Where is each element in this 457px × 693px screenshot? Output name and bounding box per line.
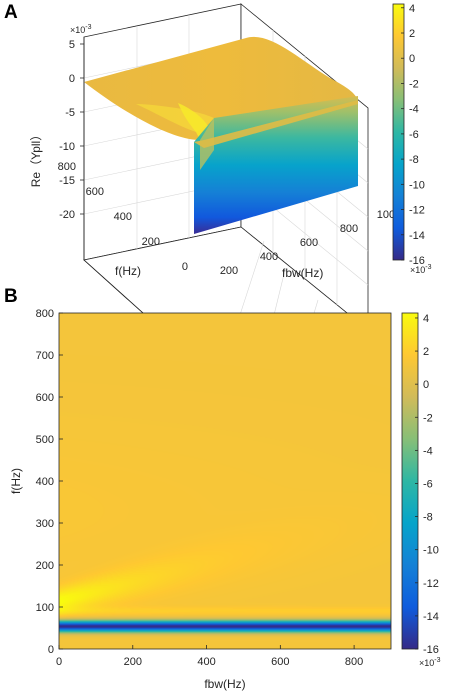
yaxis-label-b: f(Hz) xyxy=(9,468,23,494)
panel-b-letter: B xyxy=(4,286,18,307)
heatmap-ytick-label: 100 xyxy=(36,602,54,614)
zaxis-tick-label: 5 xyxy=(69,39,75,51)
colorbar-a: 4 2 0 -2 -4 -6 -8 -10 -12 -14 -16 ×10-3 xyxy=(392,3,432,275)
panel-a-letter: A xyxy=(4,2,18,23)
heatmap-ytick-label: 800 xyxy=(36,308,54,320)
colorbar-tick-label: -12 xyxy=(409,205,425,217)
colorbar-tick-label: 4 xyxy=(409,3,415,15)
colorbar-tick-label: -16 xyxy=(409,255,425,267)
surface-wall-rim xyxy=(194,100,358,148)
colorbar-a-exponent: ×10-3 xyxy=(410,264,432,275)
colorbar-tick-label: -6 xyxy=(409,129,419,141)
colorbar-b-exponent: ×10-3 xyxy=(419,657,441,668)
xaxis-tick-label: 400 xyxy=(260,251,278,263)
zaxis-tick-label: 0 xyxy=(69,73,75,85)
colorbar-a-bar xyxy=(392,3,405,261)
yaxis-tick-label: 400 xyxy=(114,211,132,223)
heatmap-ytick-label: 600 xyxy=(36,392,54,404)
heatmap-xtick-label: 800 xyxy=(345,656,363,668)
heatmap-xtick-label: 400 xyxy=(197,656,215,668)
colorbar-tick-label: -2 xyxy=(409,78,419,90)
colorbar-tick-label: 2 xyxy=(423,346,429,358)
zaxis-tick-label: -20 xyxy=(59,209,75,221)
surface xyxy=(84,36,358,234)
zaxis-ticks: 5 0 -5 -10 -15 -20 xyxy=(59,39,84,221)
xaxis-label-a: fbw(Hz) xyxy=(282,266,323,280)
zaxis-tick-label: -10 xyxy=(59,141,75,153)
colorbar-tick-label: 0 xyxy=(409,53,415,65)
colorbar-a-ticks: 4 2 0 -2 -4 -6 -8 -10 -12 -14 -16 xyxy=(401,3,425,267)
xaxis-tick-label: 800 xyxy=(340,223,358,235)
zaxis-exponent: ×10-3 xyxy=(70,24,92,35)
colorbar-tick-label: -2 xyxy=(423,412,433,424)
colorbar-b-ticks: 4 2 0 -2 -4 -6 -8 -10 -12 -14 -16 xyxy=(415,313,439,656)
heatmap-ytick-label: 0 xyxy=(48,644,54,656)
zaxis-label: Re（Ypll） xyxy=(29,129,43,187)
heatmap-image xyxy=(59,313,391,649)
heatmap-ytick-label: 300 xyxy=(36,518,54,530)
colorbar-tick-label: 4 xyxy=(423,313,429,325)
colorbar-tick-label: -4 xyxy=(423,445,433,457)
heatmap-xaxis-ticks: 0 200 400 600 800 xyxy=(56,645,363,668)
yaxis-tick-label: 0 xyxy=(182,261,188,273)
colorbar-tick-label: -10 xyxy=(423,545,439,557)
colorbar-b-bar xyxy=(401,312,419,650)
panel-b-axes: 0 200 400 600 800 0100200300400500600700800 … xyxy=(9,308,392,691)
heatmap-ytick-label: 700 xyxy=(36,350,54,362)
heatmap-xtick-label: 0 xyxy=(56,656,62,668)
colorbar-tick-label: -16 xyxy=(423,644,439,656)
colorbar-tick-label: -4 xyxy=(409,104,419,116)
colorbar-tick-label: -6 xyxy=(423,478,433,490)
heatmap-ytick-label: 500 xyxy=(36,434,54,446)
yaxis-tick-label: 600 xyxy=(86,186,104,198)
xaxis-label-b: fbw(Hz) xyxy=(204,677,245,691)
colorbar-tick-label: -8 xyxy=(409,154,419,166)
heatmap-ytick-label: 400 xyxy=(36,476,54,488)
yaxis-label-a: f(Hz) xyxy=(115,264,141,278)
colorbar-tick-label: -8 xyxy=(423,512,433,524)
xaxis-tick-label: 600 xyxy=(300,237,318,249)
colorbar-tick-label: 2 xyxy=(409,28,415,40)
heatmap-ytick-label: 200 xyxy=(36,560,54,572)
yaxis-ticks: 0 200 400 600 800 xyxy=(58,161,188,273)
colorbar-tick-label: -10 xyxy=(409,179,425,191)
colorbar-tick-label: -12 xyxy=(423,578,439,590)
colorbar-tick-label: -14 xyxy=(409,230,425,242)
heatmap-xtick-label: 200 xyxy=(124,656,142,668)
heatmap-yaxis-ticks: 0 100 200 300 400 500 600 700 800 xyxy=(36,308,63,656)
yaxis-tick-label: 800 xyxy=(58,161,76,173)
colorbar-tick-label: 0 xyxy=(423,379,429,391)
colorbar-b: 4 2 0 -2 -4 -6 -8 -10 -12 -14 -16 ×10-3 xyxy=(401,312,441,668)
zaxis-tick-label: -15 xyxy=(59,175,75,187)
surface-wall xyxy=(194,96,358,234)
panel-a-axes: ×10-3 5 0 -5 -10 -15 -20 0 200 400 600 800 200 400… xyxy=(29,3,401,367)
colorbar-tick-label: -14 xyxy=(423,611,439,623)
heatmap-xtick-label: 600 xyxy=(271,656,289,668)
xaxis-tick-label: 200 xyxy=(220,265,238,277)
zaxis-tick-label: -5 xyxy=(65,107,75,119)
yaxis-tick-label: 200 xyxy=(142,236,160,248)
